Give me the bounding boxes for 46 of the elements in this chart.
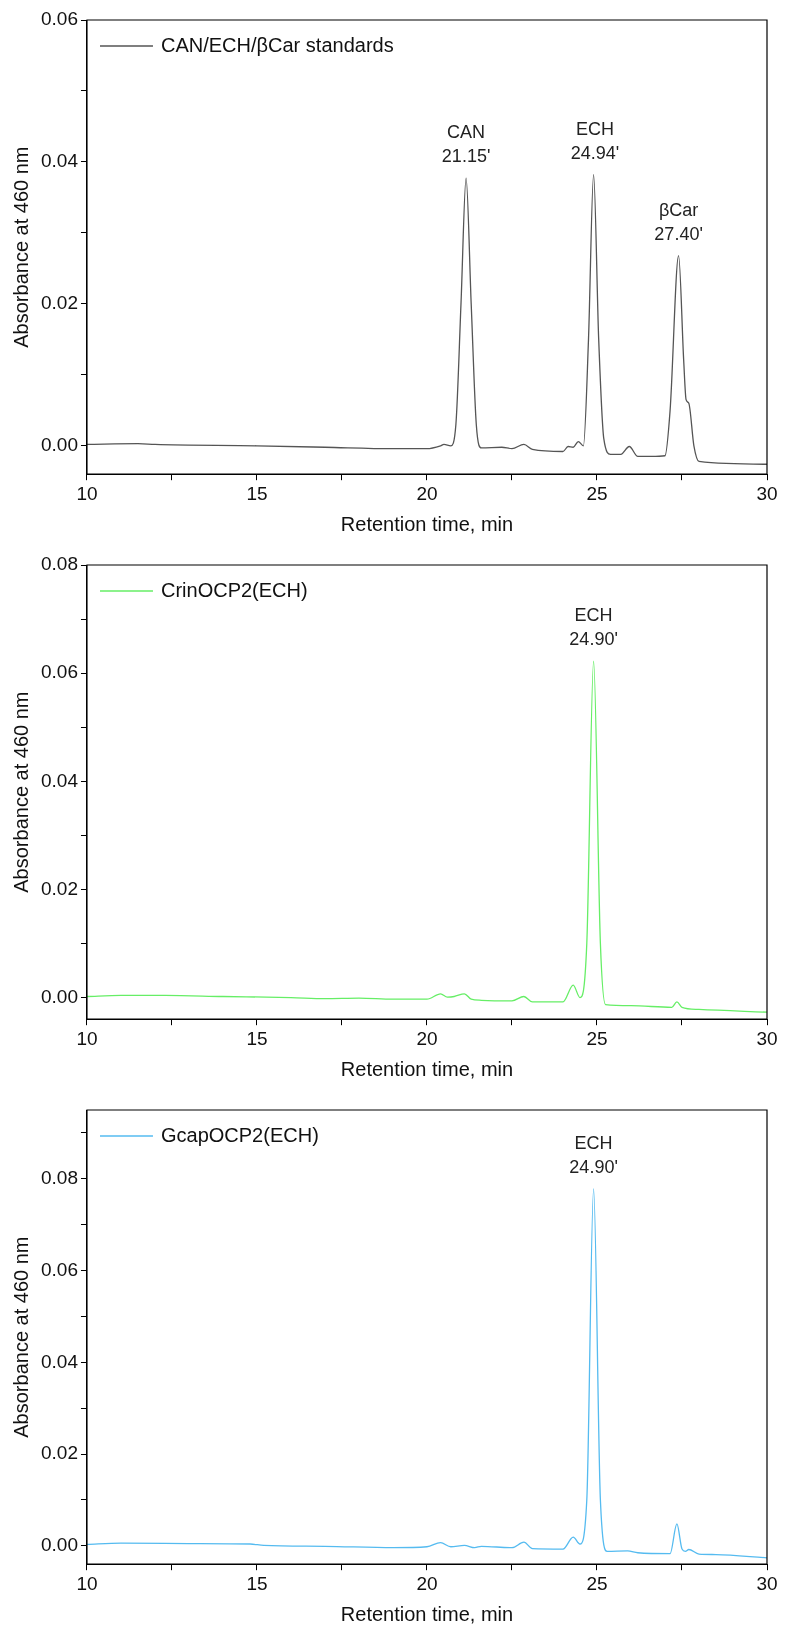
- x-axis-title: Retention time, min: [340, 1602, 514, 1625]
- y-tick-label: 0.06: [41, 1258, 78, 1280]
- y-tick-label: 0.00: [41, 1534, 78, 1556]
- line-series: [86, 174, 767, 465]
- x-tick-label: 15: [246, 1027, 268, 1049]
- y-tick-label: 0.08: [41, 553, 78, 575]
- x-axis-title: Retention time, min: [340, 512, 514, 535]
- legend-label: CAN/ECH/βCar standards: [160, 33, 394, 56]
- line-series: [86, 660, 767, 1013]
- x-tick-label: 25: [586, 482, 608, 504]
- x-tick-label: 20: [416, 482, 438, 504]
- x-tick-label: 10: [76, 482, 98, 504]
- y-tick-label: 0.00: [41, 985, 78, 1007]
- y-tick-label: 0.04: [41, 150, 79, 172]
- annotation: ECH 24.90': [569, 1132, 618, 1177]
- annotation: ECH 24.90': [569, 605, 618, 650]
- y-tick-label: 0.02: [41, 292, 78, 314]
- y-tick-label: 0.00: [41, 434, 78, 456]
- legend-label: GcapOCP2(ECH): [160, 1123, 319, 1146]
- y-tick-label: 0.06: [41, 661, 78, 683]
- x-tick-label: 30: [756, 1572, 778, 1594]
- x-tick-label: 10: [76, 1027, 98, 1049]
- x-tick-label: 20: [416, 1572, 438, 1594]
- y-tick-label: 0.04: [41, 1350, 79, 1372]
- line-series: [86, 1188, 767, 1559]
- y-tick-label: 0.08: [41, 1167, 78, 1189]
- x-tick-label: 15: [246, 482, 268, 504]
- x-tick-label: 30: [756, 1027, 778, 1049]
- x-tick-label: 20: [416, 1027, 438, 1049]
- x-tick-label: 15: [246, 1572, 268, 1594]
- x-tick-label: 25: [586, 1572, 608, 1594]
- legend-label: CrinOCP2(ECH): [160, 578, 308, 601]
- y-tick-label: 0.04: [41, 769, 79, 791]
- annotation: βCar 27.40': [654, 199, 703, 244]
- x-tick-label: 10: [76, 1572, 98, 1594]
- annotation: CAN 21.15': [441, 122, 491, 167]
- y-tick-label: 0.02: [41, 877, 78, 899]
- y-tick-label: 0.02: [41, 1442, 78, 1464]
- y-tick-label: 0.06: [41, 8, 78, 30]
- y-axis-title: Absorbance at 460 nm: [9, 691, 32, 893]
- x-axis-title: Retention time, min: [340, 1057, 514, 1080]
- y-axis-title: Absorbance at 460 nm: [9, 1236, 32, 1438]
- x-tick-label: 25: [586, 1027, 608, 1049]
- x-tick-label: 30: [756, 482, 778, 504]
- annotation: ECH 24.94': [570, 118, 620, 163]
- y-axis-title: Absorbance at 460 nm: [9, 146, 32, 348]
